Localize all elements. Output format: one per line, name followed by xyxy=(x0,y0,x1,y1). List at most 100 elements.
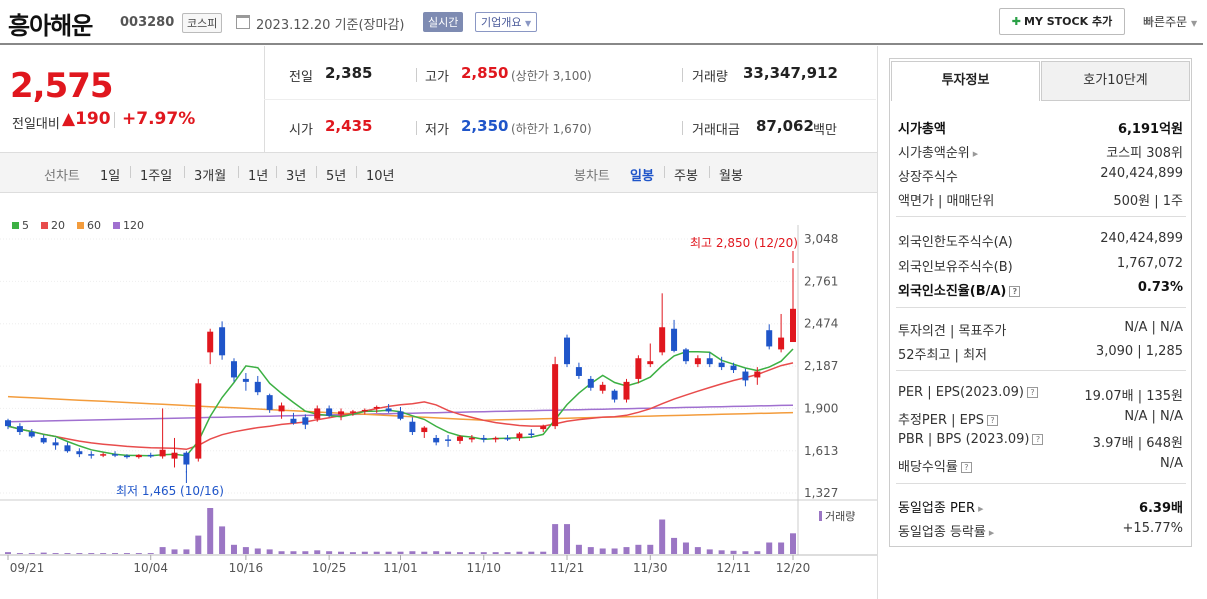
quick-order-button[interactable]: 빠른주문 ▼ xyxy=(1143,13,1197,30)
ma-legend: 5 20 60 120 xyxy=(12,219,144,232)
period-1y[interactable]: 1년 xyxy=(248,169,269,184)
legend-label: 120 xyxy=(123,219,144,232)
volume-bar xyxy=(766,542,773,554)
candle-body xyxy=(385,408,392,412)
candle-body xyxy=(504,437,511,440)
upper-limit: (상한가 3,100) xyxy=(511,69,592,83)
volume-bar xyxy=(230,544,237,554)
price-chart[interactable]: 5 20 60 120 3,048 2,761 2,474 2,187 1,900 1,613 1… xyxy=(0,205,877,599)
period-1w[interactable]: 1주일 xyxy=(140,169,173,184)
opinion-label: 투자의견 | 목표주가 xyxy=(898,324,1007,339)
candle-body xyxy=(540,426,547,430)
my-stock-add-button[interactable]: ✚ MY STOCK 추가 xyxy=(999,8,1125,35)
tab-order-book[interactable]: 호가10단계 xyxy=(1041,61,1190,101)
period-daily[interactable]: 일봉 xyxy=(630,169,654,184)
candle-body xyxy=(694,358,701,365)
realtime-button[interactable]: 실시간 xyxy=(423,12,464,32)
help-icon[interactable]: ? xyxy=(986,415,998,426)
candle-body xyxy=(242,378,249,382)
candle-body xyxy=(564,337,571,365)
help-icon[interactable]: ? xyxy=(1009,286,1021,297)
x-tick-label: 11/21 xyxy=(550,561,585,575)
candle-body xyxy=(730,365,737,371)
y-tick-label: 3,048 xyxy=(804,232,838,246)
period-3y[interactable]: 3년 xyxy=(286,169,307,184)
tab-invest-info[interactable]: 투자정보 xyxy=(891,61,1040,101)
y-tick-label: 1,900 xyxy=(804,401,838,415)
open-label: 시가 xyxy=(289,123,313,138)
market-cap-rank-label[interactable]: 시가총액순위 ▶ xyxy=(898,142,978,161)
change-value: ▲190 xyxy=(62,109,111,129)
candle-body xyxy=(112,454,119,456)
sector-change-label[interactable]: 동일업종 등락률 ▶ xyxy=(898,521,994,540)
candle-body xyxy=(468,437,475,440)
help-icon[interactable]: ? xyxy=(960,462,972,473)
chevron-right-icon: ▶ xyxy=(988,528,995,537)
company-overview-dropdown[interactable]: 기업개요 ▼ xyxy=(475,12,538,32)
est-per-label: 추정PER | EPS? xyxy=(898,409,998,428)
candle-body xyxy=(635,358,642,379)
volume-bar xyxy=(575,544,582,554)
market-cap-rank-value: 코스피 308위 xyxy=(1106,146,1183,161)
par-value-value: 500원 | 1주 xyxy=(1113,194,1183,209)
divider xyxy=(316,166,317,178)
period-3m[interactable]: 3개월 xyxy=(194,169,227,184)
foreign-limit-value: 240,424,899 xyxy=(1100,231,1183,246)
volume-bar xyxy=(302,551,309,554)
divider xyxy=(184,166,185,178)
y-axis: 3,048 2,761 2,474 2,187 1,900 1,613 1,327 xyxy=(804,232,838,500)
volume-bar xyxy=(694,547,701,554)
opinion-value: N/A | N/A xyxy=(1124,320,1183,335)
volume-bar xyxy=(254,548,261,554)
prev-close-label: 전일 xyxy=(289,70,313,85)
period-1d[interactable]: 1일 xyxy=(100,169,121,184)
volume-bar xyxy=(52,553,59,554)
volume-bars: 거래량 xyxy=(5,508,855,554)
candle-body xyxy=(611,390,618,400)
volume-legend-swatch xyxy=(819,511,822,521)
volume-bar xyxy=(314,550,321,554)
period-5y[interactable]: 5년 xyxy=(326,169,347,184)
x-tick-label: 12/20 xyxy=(776,561,811,575)
candle-body xyxy=(397,411,404,419)
legend-swatch xyxy=(113,222,120,229)
volume-bar xyxy=(171,549,178,554)
chevron-right-icon: ▶ xyxy=(972,149,979,158)
candle-body xyxy=(314,408,321,419)
volume-bar xyxy=(88,553,95,554)
period-monthly[interactable]: 월봉 xyxy=(719,169,743,184)
volume-bar xyxy=(623,547,630,554)
volume-bar xyxy=(718,550,725,554)
volume-bar xyxy=(456,552,463,554)
est-per-value: N/A | N/A xyxy=(1124,409,1183,424)
high-value: 2,850 xyxy=(461,64,509,82)
candle-body xyxy=(266,395,273,410)
volume-bar xyxy=(790,533,796,554)
up-triangle-icon: ▲ xyxy=(62,109,76,129)
candle-body xyxy=(123,455,130,458)
candle-body xyxy=(456,436,463,441)
volume-label: 거래량 xyxy=(692,70,728,85)
period-10y[interactable]: 10년 xyxy=(366,169,395,184)
candle-body xyxy=(88,454,95,456)
volume-bar xyxy=(290,551,297,554)
candle-body xyxy=(718,362,725,368)
candle-body xyxy=(326,408,333,416)
help-icon[interactable]: ? xyxy=(1026,387,1038,398)
high-label: 고가 xyxy=(425,70,449,85)
dividend-value: N/A xyxy=(1160,456,1183,471)
volume-bar xyxy=(730,550,737,554)
volume-bar xyxy=(706,549,713,554)
legend-label: 5 xyxy=(22,219,29,232)
period-weekly[interactable]: 주봉 xyxy=(674,169,698,184)
divider xyxy=(130,166,131,178)
volume-bar xyxy=(278,551,285,554)
volume-bar xyxy=(682,542,689,554)
chevron-right-icon: ▶ xyxy=(978,504,984,513)
annotations: 최고 2,850 (12/20) 최저 1,465 (10/16) xyxy=(116,236,798,498)
sector-per-label[interactable]: 동일업종 PER ▶ xyxy=(898,497,983,516)
candle-body xyxy=(195,383,202,459)
volume-bar xyxy=(433,551,440,554)
help-icon[interactable]: ? xyxy=(1032,434,1044,445)
volume-bar xyxy=(778,542,785,554)
